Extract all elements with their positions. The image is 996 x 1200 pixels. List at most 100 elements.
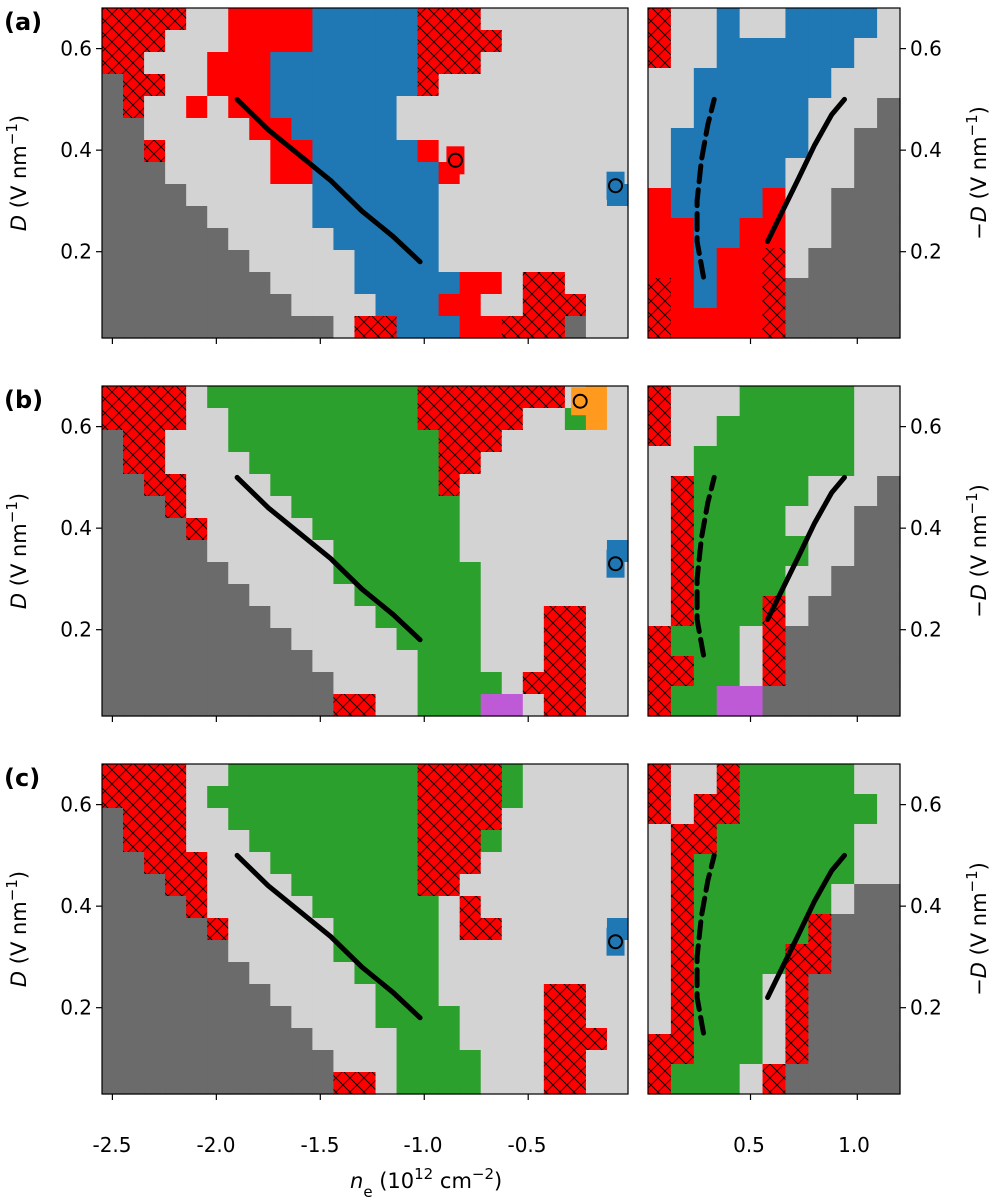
right-region-cell xyxy=(693,794,718,825)
left-region-cell xyxy=(606,874,629,897)
right-region-cell xyxy=(716,626,741,657)
left-region-cell xyxy=(333,294,356,317)
left-region-cell xyxy=(249,184,271,207)
left-region-cell xyxy=(270,852,292,875)
right-region-cell xyxy=(762,446,787,477)
left-region-cell xyxy=(333,74,356,97)
right-region-cell xyxy=(808,1064,832,1095)
left-region-cell xyxy=(396,874,419,897)
left-region-cell xyxy=(501,1028,524,1051)
left-region-cell xyxy=(228,764,250,787)
left-region-cell xyxy=(375,52,398,75)
left-region-cell xyxy=(417,118,440,141)
left-region-cell xyxy=(186,672,208,695)
right-region-cell xyxy=(785,656,809,687)
left-region-cell xyxy=(459,606,482,629)
right-region-cell xyxy=(648,446,672,477)
left-region-cell xyxy=(270,206,292,229)
left-region-cell xyxy=(543,1050,566,1073)
left-region-cell xyxy=(165,984,187,1007)
left-region-cell xyxy=(417,1028,440,1051)
right-region-cell xyxy=(877,248,901,279)
left-region-cell xyxy=(564,562,587,585)
right-region-cell xyxy=(877,596,901,627)
left-region-cell xyxy=(480,118,503,141)
left-region-cell xyxy=(564,452,587,475)
right-region-cell xyxy=(854,824,878,855)
left-region-cell xyxy=(249,1050,271,1073)
left-region-cell xyxy=(291,852,313,875)
right-region-cell xyxy=(877,308,901,339)
marker-cell xyxy=(446,146,465,175)
right-region-cell xyxy=(716,386,741,417)
left-region-cell xyxy=(543,250,566,273)
left-region-cell xyxy=(459,628,482,651)
left-region-cell xyxy=(375,250,398,273)
right-region-cell xyxy=(693,38,718,69)
left-region-cell xyxy=(543,808,566,831)
left-region-cell xyxy=(375,30,398,53)
left-region-cell xyxy=(543,940,566,963)
left-region-cell xyxy=(606,386,629,409)
left-region-cell xyxy=(438,518,461,541)
left-region-cell xyxy=(417,140,440,163)
left-region-cell xyxy=(207,8,229,31)
left-region-cell xyxy=(417,984,440,1007)
left-region-cell xyxy=(522,294,545,317)
left-region-cell xyxy=(501,162,524,185)
left-region-cell xyxy=(417,206,440,229)
left-region-cell xyxy=(417,272,440,295)
left-region-cell xyxy=(564,896,587,919)
left-region-cell xyxy=(396,52,419,75)
left-region-cell xyxy=(102,650,124,673)
left-region-cell xyxy=(438,228,461,251)
left-region-cell xyxy=(501,496,524,519)
boundary-line-right-dashed xyxy=(694,852,717,1036)
right-region-cell xyxy=(762,506,787,537)
left-region-cell xyxy=(291,496,313,519)
left-region-cell xyxy=(501,140,524,163)
right-region-cell xyxy=(670,416,695,447)
left-region-cell xyxy=(501,672,524,695)
right-region-cell xyxy=(762,1034,787,1065)
right-region-cell xyxy=(808,566,832,597)
right-region-cell xyxy=(693,308,718,339)
left-region-cell xyxy=(480,206,503,229)
left-region-cell xyxy=(333,764,356,787)
right-region-cell xyxy=(854,686,878,717)
right-region-cell xyxy=(739,974,764,1005)
left-region-cell xyxy=(438,30,461,53)
left-region-cell xyxy=(543,496,566,519)
left-region-cell xyxy=(249,8,271,31)
left-region-cell xyxy=(438,896,461,919)
left-region-cell xyxy=(564,650,587,673)
left-region-cell xyxy=(312,874,335,897)
right-region-cell xyxy=(831,764,855,795)
left-region-cell xyxy=(144,694,166,717)
left-region-cell xyxy=(543,52,566,75)
left-region-cell xyxy=(522,874,545,897)
left-region-cell xyxy=(165,786,187,809)
left-region-cell xyxy=(291,808,313,831)
right-region-cell xyxy=(716,824,741,855)
left-region-cell xyxy=(417,584,440,607)
axes-frame-left xyxy=(101,385,629,717)
left-region-cell xyxy=(501,764,524,787)
right-region-cell xyxy=(648,248,672,279)
left-region-cell xyxy=(417,694,440,717)
right-region-cell xyxy=(831,1034,855,1065)
left-region-cell xyxy=(480,562,503,585)
left-region-cell xyxy=(354,764,377,787)
right-region-cell xyxy=(693,764,718,795)
left-region-cell xyxy=(228,316,250,339)
left-region-cell xyxy=(501,606,524,629)
left-region-cell xyxy=(312,962,335,985)
right-region-cell xyxy=(739,656,764,687)
left-region-cell xyxy=(354,1028,377,1051)
left-region-cell xyxy=(585,606,608,629)
left-region-cell xyxy=(501,272,524,295)
right-region-cell xyxy=(693,914,718,945)
left-region-cell xyxy=(102,1006,124,1029)
left-region-cell xyxy=(123,316,145,339)
left-region-cell xyxy=(375,408,398,431)
